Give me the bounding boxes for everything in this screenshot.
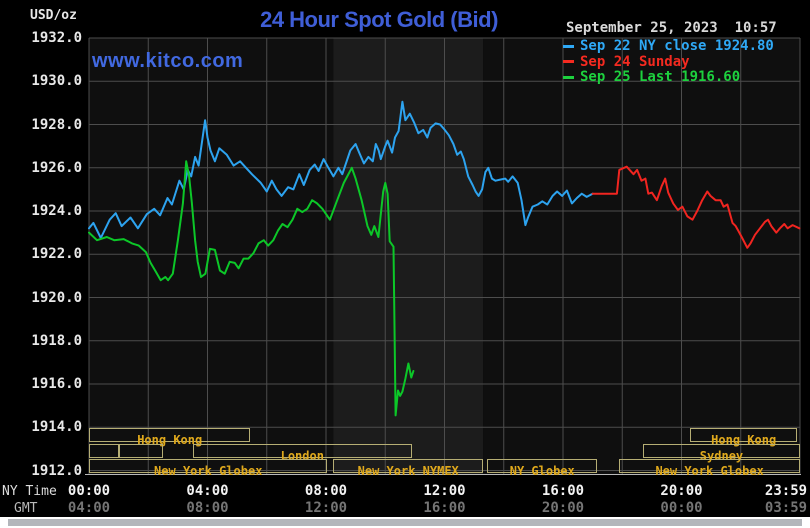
y-tick-label: 1922.0 xyxy=(31,246,82,263)
legend-item: Sep 25 Last 1916.60 xyxy=(563,69,774,86)
session-box: Hong Kong xyxy=(89,428,251,446)
session-box: New York Globex xyxy=(619,459,800,477)
gmt-time-tick: 12:00 xyxy=(304,500,348,516)
session-box: New York Globex xyxy=(89,459,328,477)
ny-time-axis-caption: NY Time xyxy=(2,484,57,499)
nymex-session-band xyxy=(333,38,484,474)
session-box: NY Globex xyxy=(487,459,598,477)
ny-time-tick: 23:59 xyxy=(764,483,808,499)
y-tick-label: 1912.0 xyxy=(31,462,82,479)
y-tick-label: 1924.0 xyxy=(31,203,82,219)
legend-item: Sep 24 Sunday xyxy=(563,53,774,71)
series-line-sep25 xyxy=(88,160,415,417)
session-label: Hong Kong xyxy=(711,433,777,447)
session-box: Hong Kong xyxy=(690,428,798,446)
session-label: NY Globex xyxy=(509,464,575,478)
gmt-time-tick: 03:59 xyxy=(764,500,808,516)
session-label: London xyxy=(280,448,324,463)
ny-time-tick: 08:00 xyxy=(304,483,348,499)
y-tick-label: 1928.0 xyxy=(31,116,82,133)
session-box xyxy=(118,443,164,458)
session-box xyxy=(89,443,119,458)
gmt-time-tick: 08:00 xyxy=(186,500,229,516)
chart-legend: Sep 22 NY close 1924.80 Sep 24 Sunday Sep … xyxy=(563,38,774,86)
session-label: New York Globex xyxy=(154,464,263,478)
session-label: New York NYMEX xyxy=(357,464,459,478)
gmt-time-tick: 04:00 xyxy=(67,500,111,516)
chart-timestamp: September 25, 2023 10:57 xyxy=(566,20,777,36)
session-label: Hong Kong xyxy=(137,433,203,447)
ny-time-tick: 00:00 xyxy=(67,483,111,499)
gmt-time-tick: 00:00 xyxy=(660,500,703,516)
legend-item: Sep 22 NY close 1924.80 xyxy=(563,38,774,55)
bottom-scrollbar-strip[interactable] xyxy=(8,519,802,526)
gmt-time-tick: 16:00 xyxy=(423,500,466,516)
ny-time-tick: 20:00 xyxy=(660,483,703,499)
ny-time-tick: 16:00 xyxy=(541,483,585,499)
y-tick-label: 1930.0 xyxy=(31,73,82,90)
y-tick-label: 1926.0 xyxy=(31,159,82,176)
series-line-sep22 xyxy=(88,100,594,239)
y-tick-label: 1932.0 xyxy=(31,30,82,46)
plot-area xyxy=(85,37,801,475)
legend-label: Sep 22 NY close 1924.80 xyxy=(580,38,774,54)
session-box: London xyxy=(192,443,412,462)
gmt-axis-caption: GMT xyxy=(14,501,38,516)
session-label: New York Globex xyxy=(655,464,764,478)
ny-time-tick: 04:00 xyxy=(186,483,229,499)
legend-label: Sep 25 Last 1916.60 xyxy=(580,69,741,85)
y-tick-label: 1920.0 xyxy=(31,289,82,306)
y-tick-label: 1916.0 xyxy=(31,376,82,392)
y-axis-units-label: USD/oz xyxy=(30,8,77,23)
session-box: Sydney xyxy=(642,443,800,462)
legend-dash-icon xyxy=(563,44,574,48)
gmt-time-tick: 20:00 xyxy=(541,500,585,516)
legend-label: Sep 24 Sunday xyxy=(580,53,690,70)
series-line-sep24 xyxy=(591,165,801,249)
y-tick-label: 1918.0 xyxy=(31,332,82,349)
session-label: Sydney xyxy=(699,448,744,463)
chart-canvas: USD/oz 24 Hour Spot Gold (Bid) September… xyxy=(0,0,810,517)
chart-title: 24 Hour Spot Gold (Bid) xyxy=(260,7,498,32)
session-box: New York NYMEX xyxy=(333,459,483,477)
kitco-watermark-link[interactable]: www.kitco.com xyxy=(92,50,244,72)
legend-dash-icon xyxy=(563,60,574,63)
y-tick-label: 1914.0 xyxy=(31,419,82,436)
ny-time-tick: 12:00 xyxy=(423,483,466,499)
legend-dash-icon xyxy=(563,75,574,79)
